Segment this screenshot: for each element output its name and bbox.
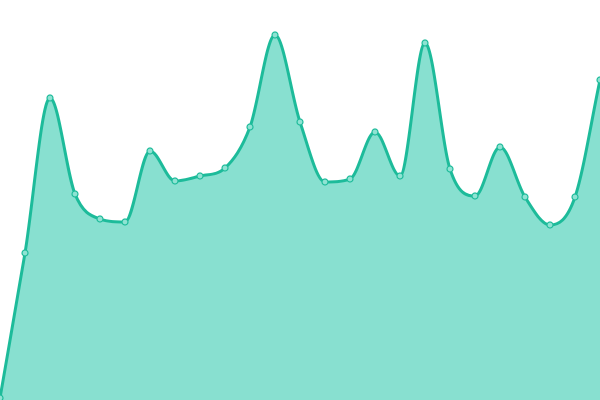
area-fill (0, 35, 600, 400)
data-point-9 (221, 164, 229, 172)
data-point-10 (246, 123, 254, 131)
data-point-11 (271, 31, 279, 39)
data-point-7 (171, 177, 179, 185)
data-point-17 (421, 39, 429, 47)
data-point-19 (471, 192, 479, 200)
data-point-2 (46, 94, 54, 102)
data-point-3 (71, 190, 79, 198)
data-point-23 (571, 193, 579, 201)
data-point-15 (371, 128, 379, 136)
data-point-13 (321, 178, 329, 186)
data-point-12 (296, 118, 304, 126)
data-point-24 (596, 76, 600, 84)
data-point-5 (121, 218, 129, 226)
data-point-4 (96, 215, 104, 223)
data-markers (0, 31, 600, 400)
data-point-21 (521, 193, 529, 201)
data-point-6 (146, 147, 154, 155)
data-point-20 (496, 143, 504, 151)
data-point-0 (0, 394, 4, 400)
data-point-22 (546, 221, 554, 229)
series-line (0, 33, 600, 399)
data-point-16 (396, 172, 404, 180)
data-point-14 (346, 175, 354, 183)
data-point-1 (21, 249, 29, 257)
data-point-18 (446, 165, 454, 173)
data-point-8 (196, 172, 204, 180)
